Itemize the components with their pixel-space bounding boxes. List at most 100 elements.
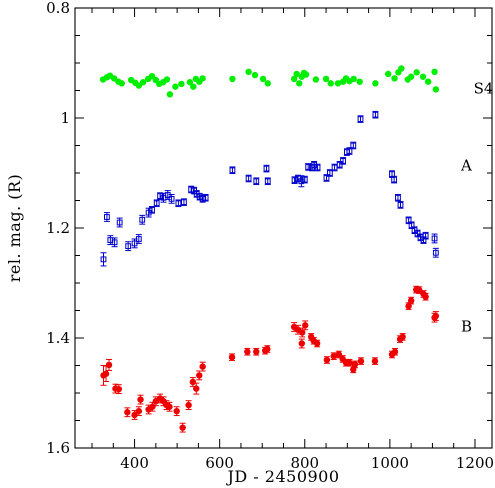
data-point — [323, 356, 331, 364]
data-point — [299, 329, 306, 336]
x-tick-label: 800 — [290, 454, 319, 472]
data-point — [432, 86, 440, 93]
data-point — [202, 194, 209, 201]
y-axis-label: rel. mag. (R) — [5, 174, 24, 283]
data-point — [413, 69, 420, 76]
data-point — [173, 407, 180, 415]
data-point — [346, 359, 353, 366]
data-point — [357, 357, 365, 365]
data-point — [189, 378, 197, 386]
data-point — [301, 176, 308, 183]
data-point — [431, 235, 438, 242]
data-point — [293, 70, 300, 78]
plot-frame — [74, 7, 493, 449]
data-point — [414, 230, 421, 237]
data-point — [356, 78, 363, 85]
data-point — [351, 361, 359, 368]
data-point — [302, 322, 309, 329]
data-point — [314, 164, 321, 171]
data-point — [181, 199, 187, 206]
series-label-s4: S4 — [474, 79, 494, 97]
data-point — [424, 78, 432, 85]
data-point — [179, 424, 186, 431]
data-point — [131, 411, 138, 419]
data-point — [102, 370, 110, 377]
data-point — [340, 158, 346, 164]
data-point — [327, 80, 334, 87]
data-point — [322, 75, 330, 83]
data-point — [139, 79, 147, 86]
data-point — [422, 293, 429, 300]
data-point — [135, 407, 143, 415]
data-point — [166, 91, 174, 98]
data-point — [334, 80, 342, 87]
data-point — [139, 216, 146, 223]
data-point — [172, 83, 179, 90]
data-point — [350, 75, 357, 83]
data-point — [168, 195, 175, 202]
data-point — [166, 403, 173, 410]
data-point — [185, 401, 192, 409]
data-point — [124, 409, 131, 416]
tick-labels: 400 600 800 1000 1200 0.8 1 1.2 1.4 1.6 — [46, 0, 494, 472]
data-point — [118, 80, 126, 87]
data-point — [253, 178, 260, 185]
data-point — [313, 340, 321, 347]
data-point — [432, 249, 439, 256]
data-point — [312, 76, 320, 83]
data-point — [405, 217, 412, 224]
y-tick-label: 1.4 — [46, 329, 70, 347]
data-point — [422, 232, 429, 239]
data-point — [105, 361, 113, 369]
data-point — [405, 302, 412, 310]
data-point — [397, 202, 404, 208]
data-point — [391, 75, 398, 82]
data-point — [391, 176, 398, 183]
data-point — [408, 222, 415, 229]
data-series — [99, 65, 440, 433]
data-point — [291, 177, 298, 184]
data-point — [149, 206, 155, 213]
data-point — [149, 403, 156, 410]
series-s4 — [99, 65, 440, 98]
data-point — [302, 71, 310, 78]
data-point — [431, 68, 438, 76]
data-point — [111, 239, 118, 246]
data-point — [116, 219, 123, 226]
data-point — [137, 396, 144, 403]
data-point — [264, 345, 271, 353]
data-point — [199, 75, 206, 82]
data-point — [135, 236, 142, 242]
y-tick-label: 0.8 — [46, 0, 70, 17]
x-tick-label: 600 — [205, 454, 234, 472]
data-point — [298, 178, 305, 185]
data-point — [245, 68, 252, 76]
data-point — [100, 256, 107, 263]
series-label-b: B — [461, 317, 472, 335]
data-point — [372, 111, 379, 118]
y-tick-label: 1.2 — [46, 219, 70, 237]
y-tick-label: 1 — [60, 109, 70, 127]
data-point — [164, 192, 171, 198]
data-point — [305, 164, 312, 170]
data-point — [264, 80, 271, 87]
data-point — [104, 214, 110, 220]
data-point — [251, 71, 259, 79]
x-tick-label: 400 — [120, 454, 149, 472]
data-point — [407, 73, 415, 80]
data-point — [391, 348, 399, 355]
data-point — [245, 175, 252, 182]
data-point — [419, 73, 427, 80]
data-point — [384, 70, 392, 78]
data-point — [372, 80, 379, 87]
data-point — [153, 200, 160, 207]
series-b — [100, 285, 440, 433]
series-a — [100, 110, 439, 267]
data-point — [193, 385, 200, 392]
data-point — [407, 297, 415, 304]
data-point — [323, 175, 330, 181]
data-point — [186, 79, 194, 86]
data-point — [229, 167, 236, 174]
